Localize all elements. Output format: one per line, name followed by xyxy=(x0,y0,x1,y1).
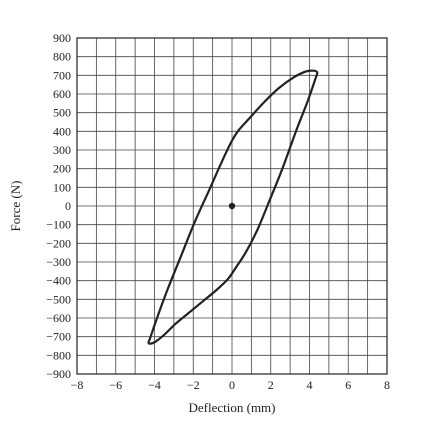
y-tick-label: 0 xyxy=(65,199,71,213)
y-tick-label: 900 xyxy=(53,31,71,45)
y-tick-label: 800 xyxy=(53,50,71,64)
x-tick-label: −4 xyxy=(148,378,161,392)
tick-labels: −8 −6 −4 −2 0 2 4 6 8 900 800 700 600 500 400 300 200 100… xyxy=(46,31,390,392)
x-axis-title: Deflection (mm) xyxy=(189,400,276,415)
hysteresis-loop xyxy=(147,69,319,345)
y-tick-label: −300 xyxy=(46,255,71,269)
plot-frame xyxy=(76,37,388,375)
x-tick-label: 4 xyxy=(307,378,313,392)
y-tick-label: 400 xyxy=(53,124,71,138)
series-layer xyxy=(147,69,319,345)
y-axis-title: Force (N) xyxy=(8,181,23,232)
y-tick-label: −700 xyxy=(46,330,71,344)
grid xyxy=(76,37,388,375)
y-tick-label: −800 xyxy=(46,348,71,362)
y-tick-label: 500 xyxy=(53,106,71,120)
x-tick-label: −2 xyxy=(187,378,200,392)
y-tick-label: −500 xyxy=(46,292,71,306)
x-tick-label: −8 xyxy=(71,378,84,392)
y-tick-label: −600 xyxy=(46,311,71,325)
x-tick-label: 2 xyxy=(268,378,274,392)
x-tick-label: −6 xyxy=(109,378,122,392)
x-tick-label: 0 xyxy=(229,378,235,392)
y-tick-label: −200 xyxy=(46,236,71,250)
x-tick-label: 6 xyxy=(345,378,351,392)
y-tick-label: 200 xyxy=(53,162,71,176)
x-tick-label: 8 xyxy=(384,378,390,392)
y-tick-label: −900 xyxy=(46,367,71,381)
y-tick-label: 100 xyxy=(53,180,71,194)
y-tick-label: 300 xyxy=(53,143,71,157)
y-tick-label: 700 xyxy=(53,68,71,82)
point-layer xyxy=(228,202,236,210)
y-tick-label: −400 xyxy=(46,274,71,288)
origin-point xyxy=(228,202,236,210)
y-tick-label: −100 xyxy=(46,218,71,232)
y-tick-label: 600 xyxy=(53,87,71,101)
